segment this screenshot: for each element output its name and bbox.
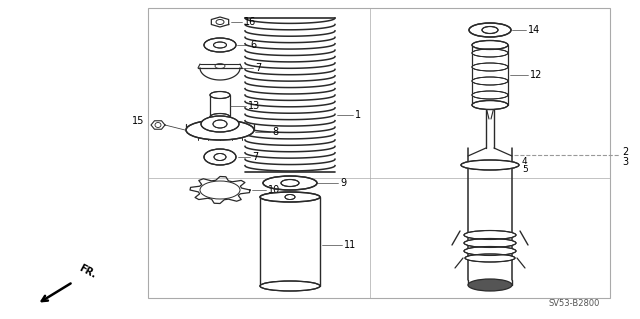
Ellipse shape: [260, 192, 320, 202]
Ellipse shape: [464, 239, 516, 248]
Ellipse shape: [465, 254, 515, 262]
Text: 14: 14: [528, 25, 540, 35]
Text: 13: 13: [248, 101, 260, 111]
Text: 1: 1: [355, 110, 361, 120]
Ellipse shape: [210, 92, 230, 99]
Bar: [148, 8, 610, 298]
Ellipse shape: [472, 91, 508, 99]
Ellipse shape: [210, 114, 230, 121]
Text: 3: 3: [622, 157, 628, 167]
Ellipse shape: [482, 26, 498, 33]
Text: FR.: FR.: [77, 263, 97, 280]
Text: 8: 8: [272, 127, 278, 137]
Ellipse shape: [260, 281, 320, 291]
Text: 6: 6: [250, 40, 256, 50]
Ellipse shape: [281, 180, 299, 187]
Text: 12: 12: [530, 70, 542, 80]
Ellipse shape: [472, 77, 508, 85]
Text: 4: 4: [522, 158, 527, 167]
Ellipse shape: [468, 279, 512, 291]
Ellipse shape: [204, 149, 236, 165]
Ellipse shape: [214, 153, 226, 160]
Text: 11: 11: [344, 240, 356, 250]
Text: 9: 9: [340, 178, 346, 188]
Ellipse shape: [464, 247, 516, 256]
Text: 7: 7: [255, 63, 261, 73]
Ellipse shape: [201, 116, 239, 132]
Text: 7: 7: [252, 152, 259, 162]
Ellipse shape: [204, 38, 236, 52]
Ellipse shape: [214, 42, 227, 48]
Text: 2: 2: [622, 147, 628, 157]
Ellipse shape: [285, 195, 295, 199]
Text: 16: 16: [244, 17, 256, 27]
Ellipse shape: [472, 63, 508, 71]
Ellipse shape: [464, 231, 516, 240]
Ellipse shape: [213, 120, 227, 128]
Text: 10: 10: [268, 185, 280, 195]
Ellipse shape: [469, 23, 511, 37]
Ellipse shape: [472, 49, 508, 57]
Ellipse shape: [472, 100, 508, 109]
Text: 5: 5: [522, 166, 528, 174]
Ellipse shape: [263, 176, 317, 190]
Text: SV53-B2800: SV53-B2800: [548, 299, 600, 308]
Text: 15: 15: [132, 116, 144, 126]
Ellipse shape: [186, 120, 254, 140]
Ellipse shape: [461, 160, 519, 170]
Ellipse shape: [472, 41, 508, 49]
